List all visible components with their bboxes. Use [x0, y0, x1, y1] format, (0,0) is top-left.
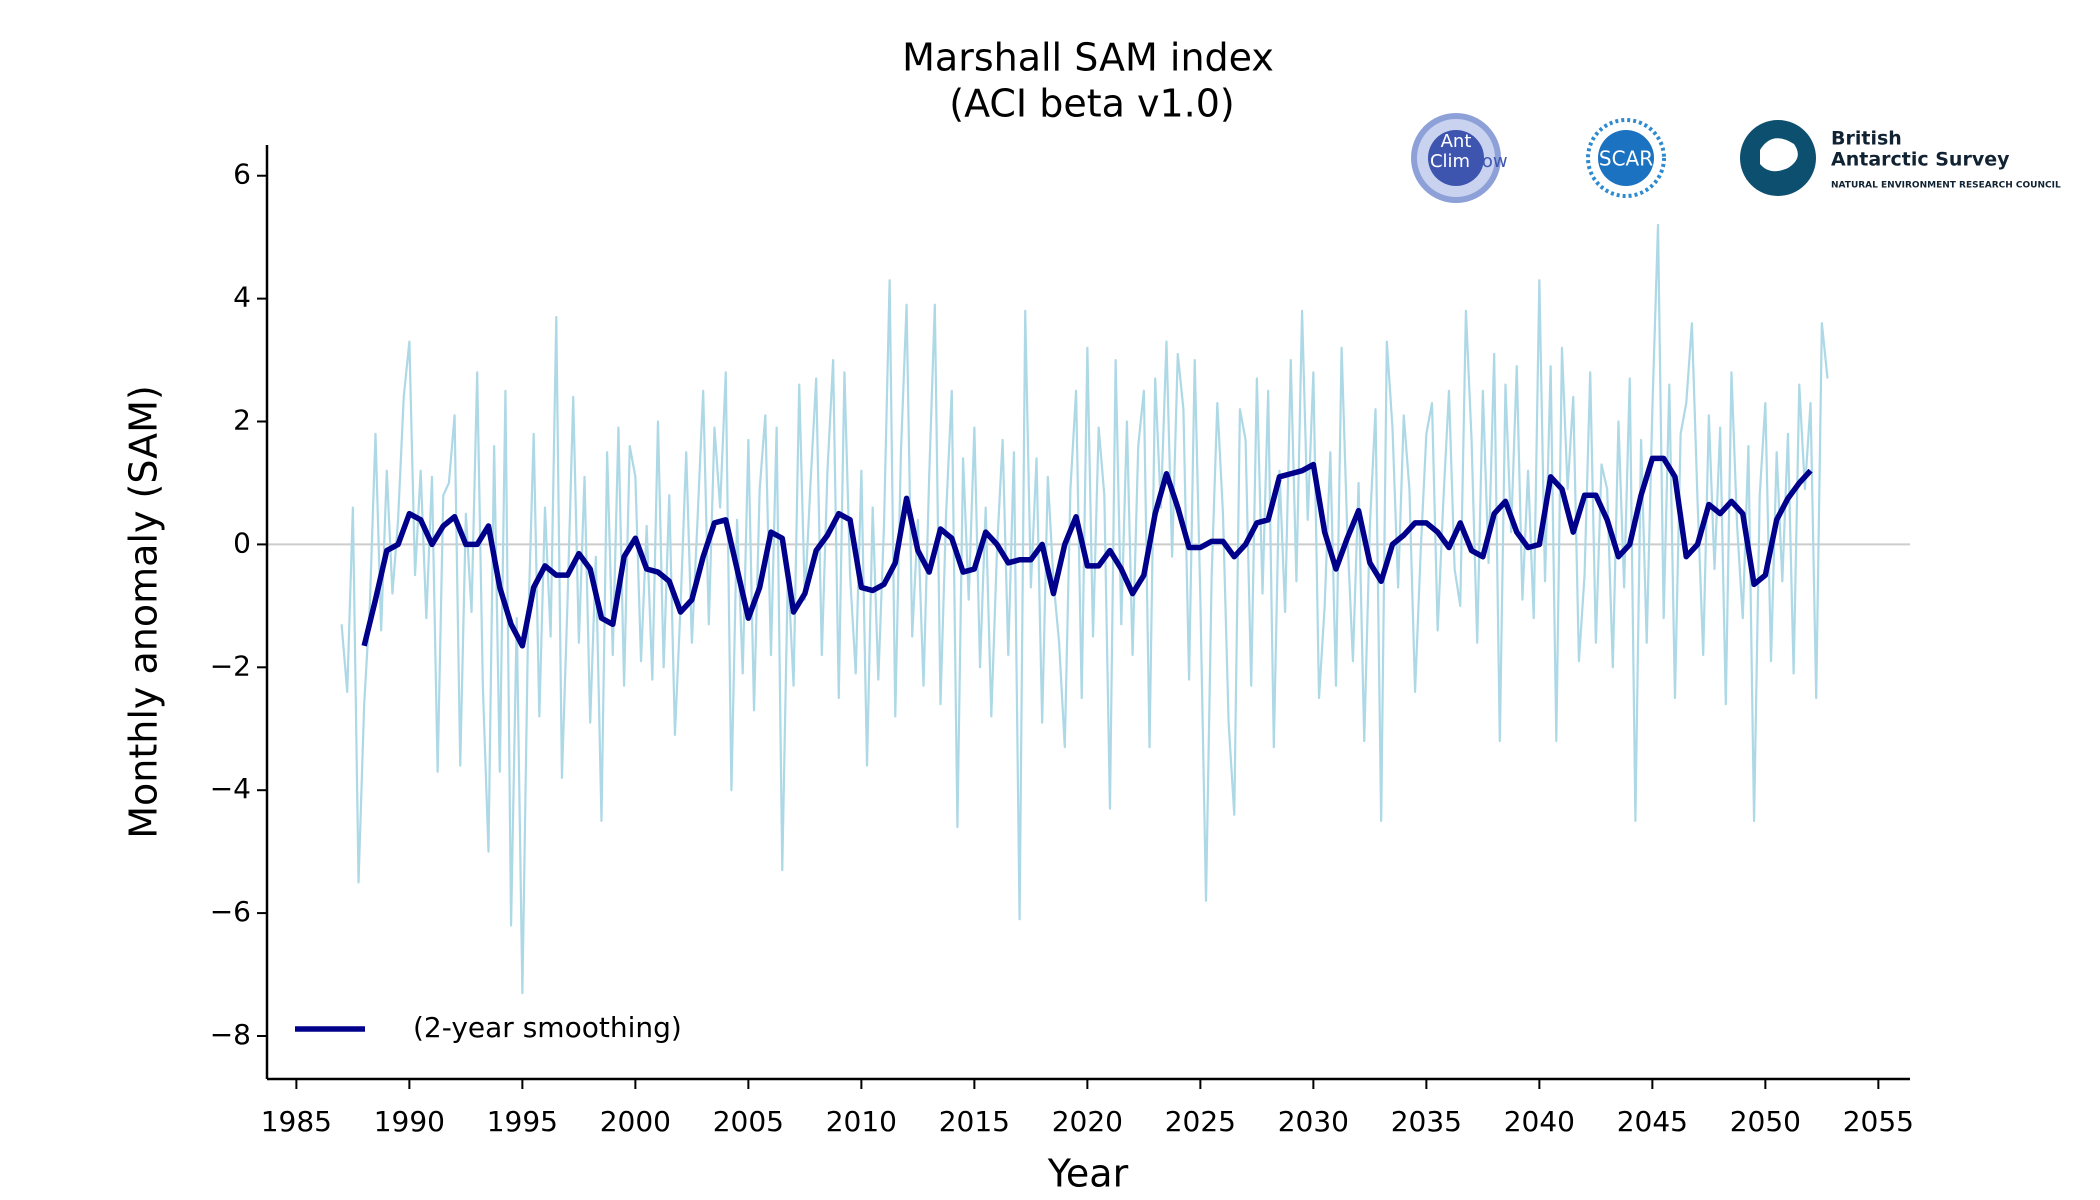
y-tick-label: −4 [210, 772, 251, 805]
logo-text: NATURAL ENVIRONMENT RESEARCH COUNCIL [1831, 181, 2061, 191]
x-tick-label: 1990 [374, 1105, 445, 1138]
legend-label: (2-year smoothing) [413, 1011, 682, 1044]
y-tick-label: 2 [233, 404, 251, 437]
chart-subtitle: (ACI beta v1.0) [949, 82, 1234, 126]
logo-text: Now [1468, 151, 1507, 172]
x-tick-label: 2000 [600, 1105, 671, 1138]
x-tick-label: 2040 [1504, 1105, 1575, 1138]
x-tick-label: 2030 [1278, 1105, 1349, 1138]
y-tick-label: 4 [233, 281, 251, 314]
x-tick-label: 2010 [826, 1105, 897, 1138]
logo-text: British [1831, 128, 1902, 150]
x-tick-label: 1995 [487, 1105, 558, 1138]
logo-shape [1760, 138, 1798, 172]
logos: Ant Clim Now SCAR British Antarctic Surv… [1411, 113, 2061, 203]
smoothed-line [361, 455, 1813, 649]
y-axis-label: Monthly anomaly (SAM) [122, 385, 166, 839]
logo-text: Clim [1430, 151, 1470, 172]
logo-text: SCAR [1599, 147, 1653, 171]
x-tick-label: 2035 [1391, 1105, 1462, 1138]
y-tick-label: −2 [210, 649, 251, 682]
x-tick-label: 2025 [1165, 1105, 1236, 1138]
logo-disc [1598, 130, 1654, 186]
logo-text: Antarctic Survey [1831, 149, 2010, 171]
logo-text: Ant [1441, 131, 1472, 152]
chart-title: Marshall SAM index [902, 36, 1274, 80]
y-tick-label: 6 [233, 158, 251, 191]
y-tick-label: −8 [210, 1018, 251, 1051]
x-tick-label: 2005 [713, 1105, 784, 1138]
x-tick-label: 1985 [261, 1105, 332, 1138]
x-tick-label: 2020 [1052, 1105, 1123, 1138]
x-tick-label: 2045 [1617, 1105, 1688, 1138]
monthly-line [340, 223, 1829, 995]
y-tick-label: −6 [210, 895, 251, 928]
x-tick-label: 2015 [939, 1105, 1010, 1138]
logo-disc [1428, 130, 1484, 186]
y-tick-label: 0 [233, 526, 251, 559]
x-tick-label: 2055 [1843, 1105, 1914, 1138]
x-axis-label: Year [1047, 1152, 1129, 1196]
x-tick-label: 2050 [1730, 1105, 1801, 1138]
